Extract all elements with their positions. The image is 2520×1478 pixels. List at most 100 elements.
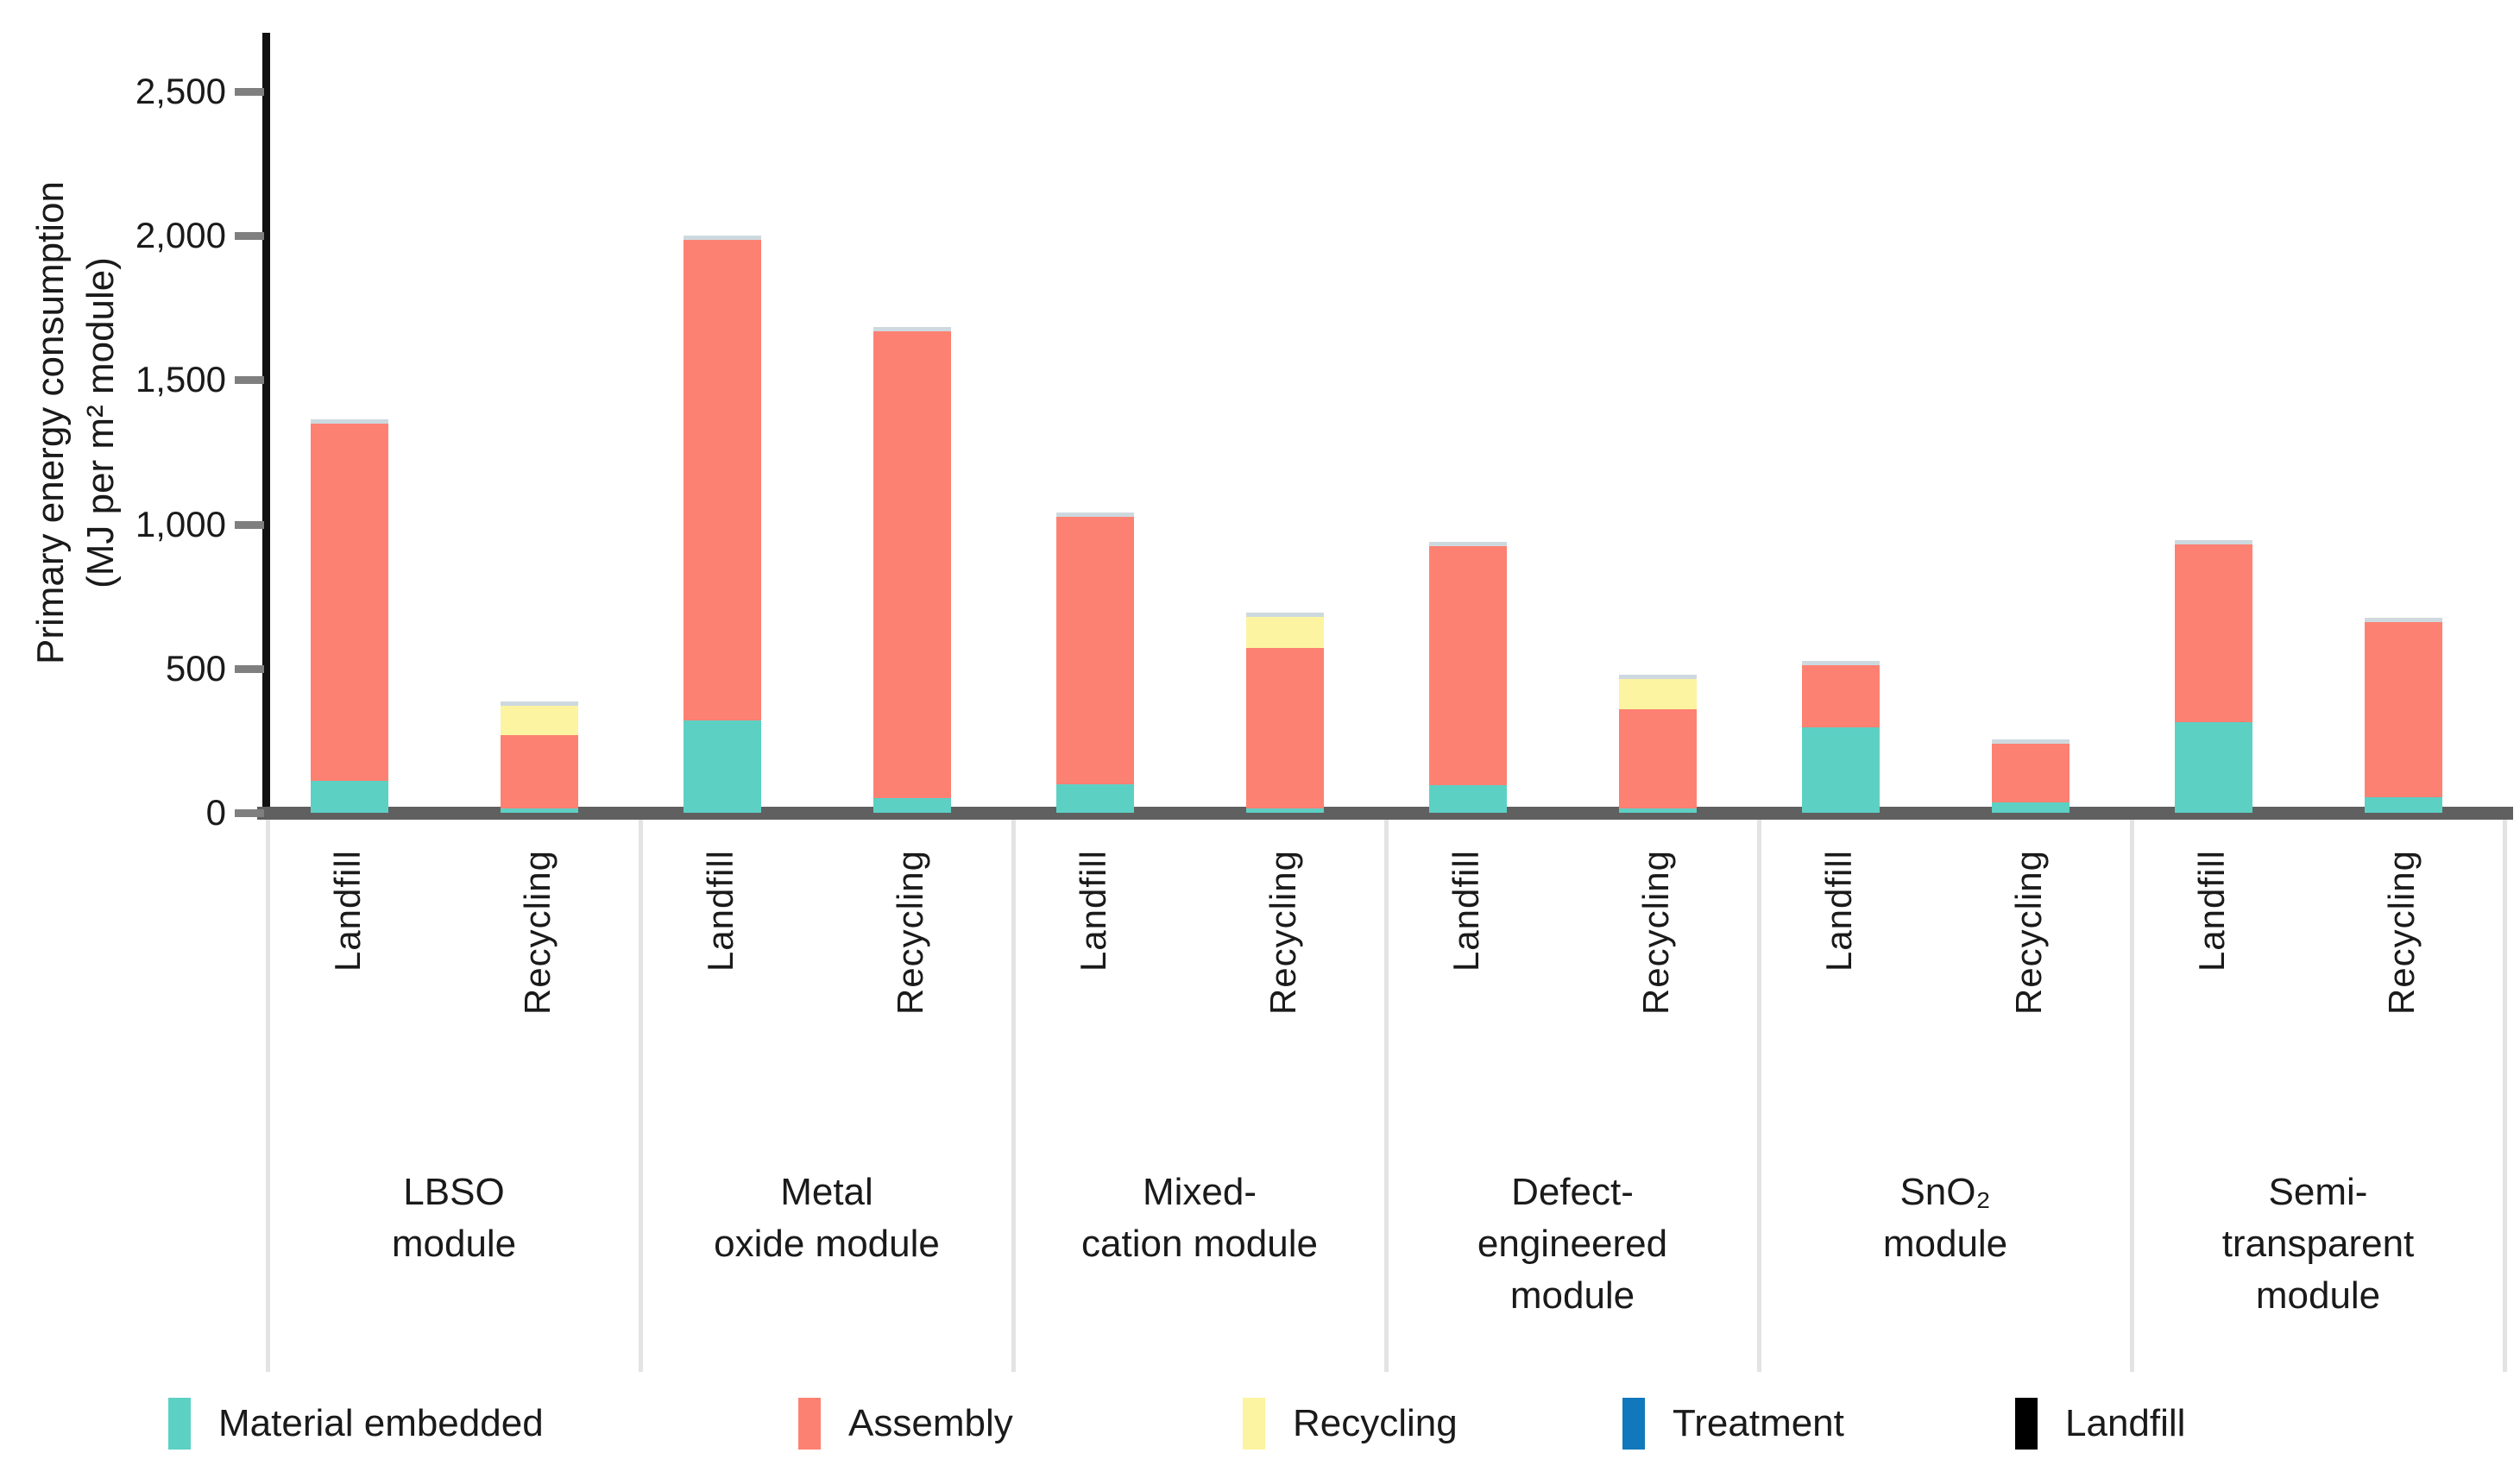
bar-category-label: Recycling (2381, 850, 2422, 1016)
bar-category-label: Landfill (2191, 850, 2233, 972)
y-axis-tick (235, 809, 264, 817)
bar-segment-assembly (873, 330, 952, 799)
legend-swatch-recycling (1243, 1398, 1265, 1450)
bar-segment-assembly (2175, 544, 2253, 722)
x-axis-baseline (257, 807, 2513, 820)
bar-segment-assembly (1429, 545, 1508, 786)
bar (501, 0, 579, 813)
group-separator (2503, 820, 2507, 1372)
group-label: Semi-transparent module (2132, 1167, 2504, 1322)
legend-swatch-treatment (1622, 1398, 1645, 1450)
bar-category-label: Landfill (1818, 850, 1860, 972)
bar (873, 0, 952, 813)
bar-top-edge (1246, 612, 1325, 617)
legend-item-treatment: Treatment (1622, 1396, 1844, 1451)
bar-category-label: Landfill (327, 850, 369, 972)
legend-label-recycling: Recycling (1293, 1402, 1458, 1444)
group-label-line: engineered (1477, 1223, 1668, 1265)
legend-item-material_embedded: Material embedded (168, 1396, 544, 1451)
group-label-line: module (2255, 1274, 2381, 1317)
bar-segment-material_embedded (1246, 808, 1325, 813)
legend-item-assembly: Assembly (798, 1396, 1013, 1451)
bar-segment-material_embedded (2365, 796, 2443, 813)
bar-segment-assembly (1246, 648, 1325, 808)
group-label-line: SnO₂ (1899, 1171, 1991, 1213)
y-axis-tick (235, 520, 264, 529)
bar (1619, 0, 1698, 813)
bar-segment-material_embedded (1056, 783, 1135, 813)
legend-label-landfill: Landfill (2065, 1402, 2186, 1444)
group-label-line: LBSO (403, 1171, 505, 1213)
bar-segment-material_embedded (311, 781, 389, 813)
bar-segment-assembly (1056, 517, 1135, 784)
y-axis-tick (235, 88, 264, 96)
bar-segment-assembly (501, 734, 579, 808)
bar (1802, 0, 1881, 813)
bar-segment-material_embedded (1619, 808, 1698, 813)
legend-label-assembly: Assembly (848, 1402, 1013, 1444)
bar (2175, 0, 2253, 813)
group-label: Metal oxide module (640, 1167, 1013, 1270)
legend-item-recycling: Recycling (1243, 1396, 1458, 1451)
legend-label-material_embedded: Material embedded (218, 1402, 544, 1444)
bar-category-label: Landfill (1073, 850, 1114, 972)
bar-segment-material_embedded (1429, 785, 1508, 813)
bar-top-edge (1619, 674, 1698, 679)
bar-category-label: Recycling (890, 850, 931, 1016)
legend-swatch-assembly (798, 1398, 821, 1450)
group-label-line: Defect- (1511, 1171, 1634, 1213)
group-label-line: oxide module (714, 1223, 940, 1265)
bar (311, 0, 389, 813)
group-label-line: module (391, 1223, 517, 1265)
bar-top-edge (684, 236, 762, 241)
bar-segment-material_embedded (1802, 727, 1881, 813)
bar (1992, 0, 2070, 813)
bar-segment-recycling (1246, 616, 1325, 649)
bar-segment-material_embedded (873, 798, 952, 813)
group-separator (266, 820, 270, 1372)
group-label-line: Semi- (2268, 1171, 2368, 1213)
legend-item-landfill: Landfill (2015, 1396, 2185, 1451)
bar-category-label: Landfill (700, 850, 741, 972)
bar (2365, 0, 2443, 813)
bar (1056, 0, 1135, 813)
y-axis-tick-label: 1,000 (135, 503, 226, 544)
bar-top-edge (873, 326, 952, 331)
group-label-line: transparent (2221, 1223, 2415, 1265)
y-axis-tick-label: 0 (205, 792, 226, 833)
y-axis-tick (235, 232, 264, 241)
group-label: Defect-engineered module (1386, 1167, 1759, 1322)
group-separator (639, 820, 643, 1372)
bar-segment-assembly (684, 240, 762, 720)
group-separator (2130, 820, 2134, 1372)
bar-segment-material_embedded (501, 808, 579, 813)
bar-top-edge (1802, 661, 1881, 666)
group-label-line: module (1882, 1223, 2008, 1265)
group-separator (1384, 820, 1389, 1372)
bar-category-label: Recycling (517, 850, 558, 1016)
y-axis-tick-label: 500 (165, 647, 226, 689)
bar-segment-material_embedded (684, 720, 762, 813)
bar-top-edge (2365, 618, 2443, 623)
group-label: Mixed-cation module (1013, 1167, 1386, 1270)
bar-segment-material_embedded (1992, 802, 2070, 813)
bar-segment-recycling (1619, 678, 1698, 709)
bar (1246, 0, 1325, 813)
y-axis-tick-label: 1,500 (135, 359, 226, 400)
bar-segment-assembly (2365, 622, 2443, 797)
bar-top-edge (1056, 513, 1135, 518)
bar-segment-recycling (501, 706, 579, 735)
bar-segment-assembly (1992, 743, 2070, 803)
bar-top-edge (2175, 540, 2253, 545)
bar-category-label: Recycling (1263, 850, 1304, 1016)
bar-category-label: Recycling (1635, 850, 1677, 1016)
bar-segment-material_embedded (2175, 721, 2253, 813)
y-axis-tick-label: 2,500 (135, 71, 226, 111)
bar-category-label: Recycling (2008, 850, 2050, 1016)
group-label-line: module (1509, 1274, 1635, 1317)
group-label: SnO₂ module (1759, 1167, 2132, 1270)
group-label-line: cation module (1081, 1223, 1318, 1265)
y-axis-title-line1: Primary energy consumption (29, 180, 72, 665)
bar-segment-assembly (1619, 708, 1698, 808)
